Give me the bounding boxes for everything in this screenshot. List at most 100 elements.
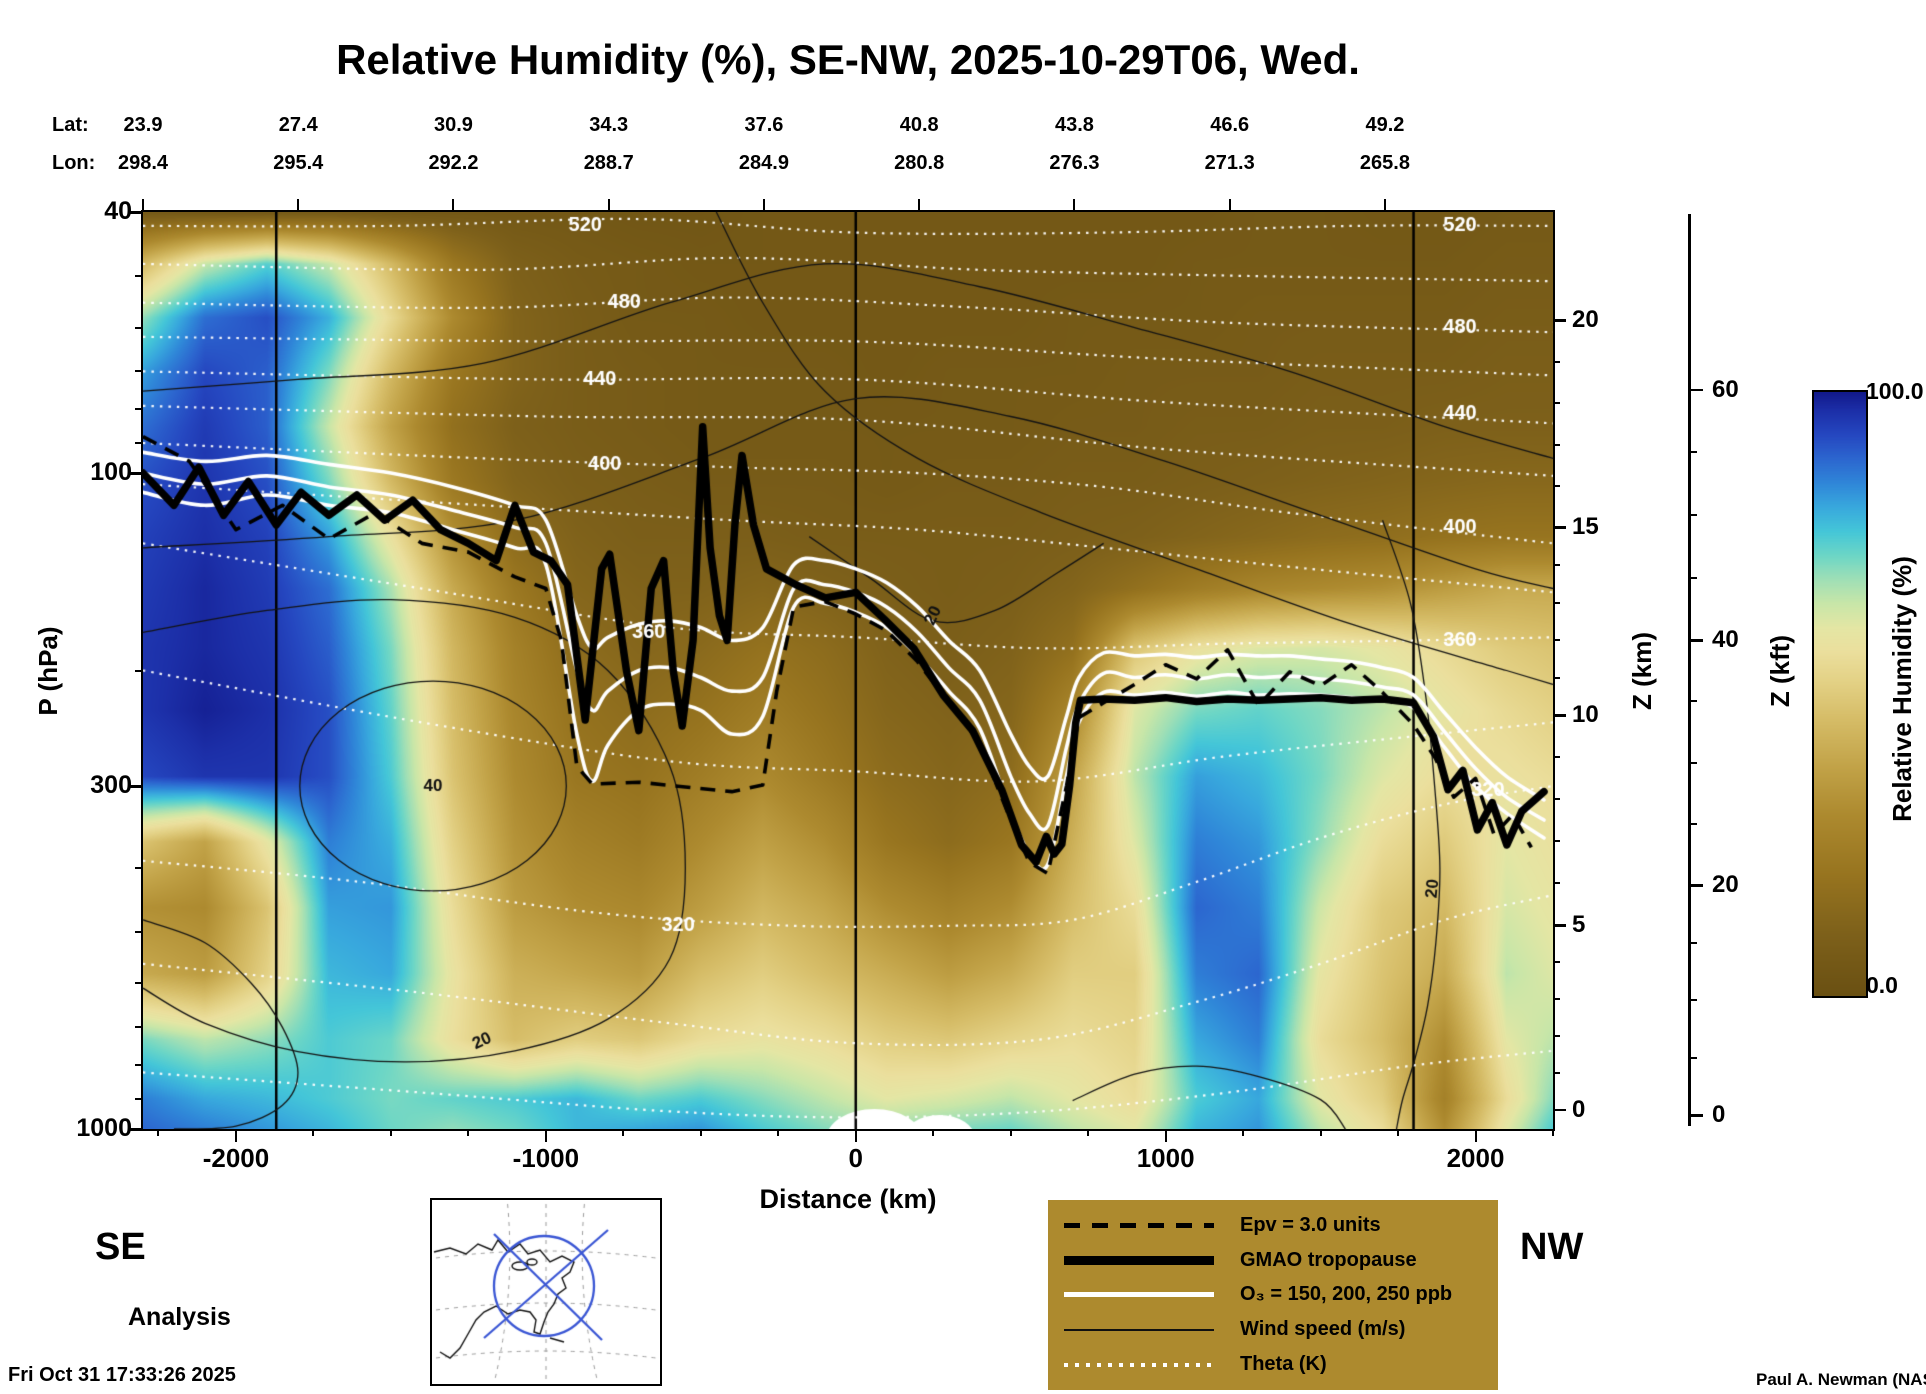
legend-item-label: Wind speed (m/s) xyxy=(1240,1318,1406,1341)
distance-minor-tick xyxy=(1009,1129,1012,1136)
distance-major-tick xyxy=(1164,1129,1168,1142)
z-km-major-tick xyxy=(1553,319,1566,322)
z-kft-minor-tick xyxy=(1690,761,1697,764)
lon-value: 295.4 xyxy=(273,152,324,174)
z-km-minor-tick xyxy=(1553,840,1560,843)
z-kft-minor-tick xyxy=(1690,941,1697,944)
z-km-minor-tick xyxy=(1553,676,1560,679)
z-km-major-tick xyxy=(1553,714,1566,717)
top-axis-tick xyxy=(762,199,765,210)
pressure-minor-tick xyxy=(135,370,143,373)
top-axis-tick xyxy=(142,199,144,210)
pressure-major-tick xyxy=(129,211,143,214)
pressure-minor-tick xyxy=(135,274,143,277)
z-kft-minor-tick xyxy=(1690,822,1697,825)
z-kft-major-tick xyxy=(1690,1114,1703,1117)
colorbar-max-label: 100.0 xyxy=(1866,378,1924,404)
distance-minor-tick xyxy=(1319,1129,1322,1136)
pressure-major-tick xyxy=(129,1128,143,1131)
lat-value: 46.6 xyxy=(1210,114,1250,136)
distance-minor-tick xyxy=(1552,1129,1554,1136)
distance-tick-label: -2000 xyxy=(202,1143,270,1173)
top-axis-tick xyxy=(918,199,921,210)
z-kft-minor-tick xyxy=(1690,1056,1697,1059)
inset-map xyxy=(432,1200,660,1384)
z-kft-axis-line xyxy=(1688,214,1691,1126)
lon-row-label: Lon: xyxy=(52,152,96,174)
distance-major-tick xyxy=(544,1129,548,1142)
z-kft-minor-tick xyxy=(1690,451,1697,454)
lat-value: 49.2 xyxy=(1365,114,1405,136)
legend-line-sample-dotted-white xyxy=(1064,1362,1214,1367)
distance-major-tick xyxy=(854,1129,858,1142)
pressure-minor-tick xyxy=(135,866,143,869)
legend-item: Wind speed (m/s) xyxy=(1048,1318,1498,1341)
pressure-minor-tick xyxy=(135,982,143,985)
distance-minor-tick xyxy=(932,1129,935,1136)
z-km-major-tick xyxy=(1553,526,1566,529)
distance-minor-tick xyxy=(1397,1129,1400,1136)
pressure-minor-tick xyxy=(135,1097,143,1100)
distance-axis-title: Distance (km) xyxy=(759,1184,937,1214)
colorbar-title: Relative Humidity (%) xyxy=(1887,556,1917,822)
z-km-minor-tick xyxy=(1553,961,1560,964)
pressure-tick-label: 40 xyxy=(104,197,132,225)
lon-value: 265.8 xyxy=(1359,152,1410,174)
z-kft-tick-label: 0 xyxy=(1712,1101,1726,1129)
pressure-major-tick xyxy=(129,785,143,788)
top-axis-tick xyxy=(1228,199,1231,210)
z-kft-minor-tick xyxy=(1690,700,1697,703)
distance-major-tick xyxy=(234,1129,238,1142)
z-km-minor-tick xyxy=(1553,1071,1560,1074)
z-km-minor-tick xyxy=(1553,564,1560,567)
legend-item-label: Epv = 3.0 units xyxy=(1240,1213,1381,1236)
lat-value: 43.8 xyxy=(1054,114,1094,136)
z-kft-major-tick xyxy=(1690,884,1703,887)
lat-value: 27.4 xyxy=(278,114,318,136)
z-km-minor-tick xyxy=(1553,360,1560,363)
distance-minor-tick xyxy=(699,1129,702,1136)
pressure-minor-tick xyxy=(135,1026,143,1029)
z-km-tick-label: 20 xyxy=(1572,306,1599,334)
distance-minor-tick xyxy=(467,1129,470,1136)
top-axis-tick xyxy=(452,199,455,210)
lon-value: 280.8 xyxy=(894,152,945,174)
z-km-major-tick xyxy=(1553,1108,1566,1112)
z-kft-minor-tick xyxy=(1690,514,1697,517)
analysis-label: Analysis xyxy=(128,1303,231,1331)
z-kft-major-tick xyxy=(1690,639,1703,642)
pressure-minor-tick xyxy=(135,669,143,672)
legend-line-sample-dashed-black xyxy=(1064,1222,1214,1228)
rh-cross-section-canvas xyxy=(143,212,1553,1129)
distance-minor-tick xyxy=(1242,1129,1245,1136)
distance-minor-tick xyxy=(1087,1129,1090,1136)
lon-value: 292.2 xyxy=(428,152,479,174)
top-axis-tick xyxy=(297,199,300,210)
z-km-minor-tick xyxy=(1553,882,1560,885)
z-km-major-tick xyxy=(1553,924,1566,927)
pressure-minor-tick xyxy=(135,442,143,445)
timestamp: Fri Oct 31 17:33:26 2025 xyxy=(8,1364,236,1386)
distance-minor-tick xyxy=(157,1129,160,1136)
plot-area xyxy=(141,210,1555,1131)
lon-value: 271.3 xyxy=(1204,152,1255,174)
colorbar xyxy=(1812,390,1868,998)
legend-item: Epv = 3.0 units xyxy=(1048,1214,1498,1237)
z-km-tick-label: 15 xyxy=(1572,513,1599,541)
top-axis-tick xyxy=(1383,199,1386,210)
distance-tick-label: 0 xyxy=(848,1143,863,1173)
z-km-minor-tick xyxy=(1553,443,1560,446)
lon-value: 276.3 xyxy=(1049,152,1100,174)
legend-line-sample-white-thick xyxy=(1064,1292,1214,1298)
pressure-minor-tick xyxy=(135,930,143,933)
colorbar-min-label: 0.0 xyxy=(1866,972,1898,998)
pressure-major-tick xyxy=(129,472,143,475)
distance-minor-tick xyxy=(622,1129,625,1136)
legend-line-sample-thin-black xyxy=(1064,1328,1214,1331)
lon-value: 284.9 xyxy=(738,152,789,174)
z-km-tick-label: 0 xyxy=(1572,1095,1586,1123)
distance-minor-tick xyxy=(777,1129,780,1136)
z-km-minor-tick xyxy=(1553,601,1560,604)
legend-item-label: Theta (K) xyxy=(1240,1353,1327,1376)
